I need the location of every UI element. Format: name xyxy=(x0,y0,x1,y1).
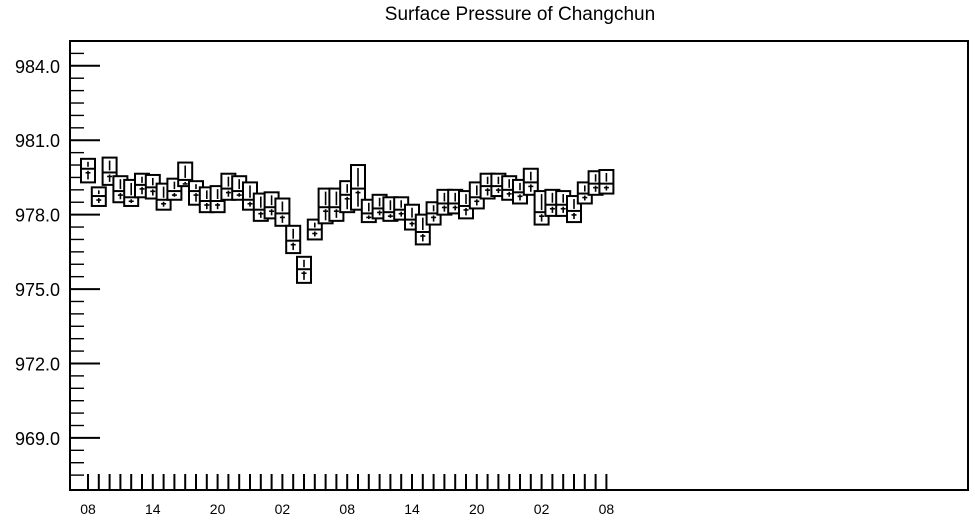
x-tick-label: 02 xyxy=(534,501,550,517)
x-tick-label: 08 xyxy=(339,501,355,517)
x-axis: 08 14 20 02 08 14 20 02 08 xyxy=(80,474,614,517)
x-tick-label: 20 xyxy=(210,501,226,517)
x-tick-label: 02 xyxy=(275,501,291,517)
box xyxy=(598,168,615,195)
plot-frame xyxy=(69,40,969,491)
box xyxy=(350,164,366,211)
plot-border xyxy=(69,40,969,491)
box xyxy=(274,197,291,227)
x-tick-label: 14 xyxy=(145,501,161,517)
box-series xyxy=(80,156,615,284)
y-tick-label: 969.0 xyxy=(15,429,60,449)
box xyxy=(285,224,302,255)
chart-title: Surface Pressure of Changchun xyxy=(384,4,656,25)
x-tick-label: 20 xyxy=(469,501,485,517)
y-tick-label: 981.0 xyxy=(15,131,60,151)
y-tick-label: 984.0 xyxy=(15,57,60,77)
x-tick-label: 08 xyxy=(599,501,615,517)
box xyxy=(80,157,96,184)
x-tick-label: 08 xyxy=(80,501,96,517)
y-tick-label: 978.0 xyxy=(15,206,60,226)
x-tick-label: 14 xyxy=(404,501,420,517)
y-axis: 984.0 981.0 978.0 975.0 972.0 969.0 xyxy=(15,40,100,476)
y-tick-label: 972.0 xyxy=(15,354,60,374)
y-tick-label: 975.0 xyxy=(15,280,60,300)
